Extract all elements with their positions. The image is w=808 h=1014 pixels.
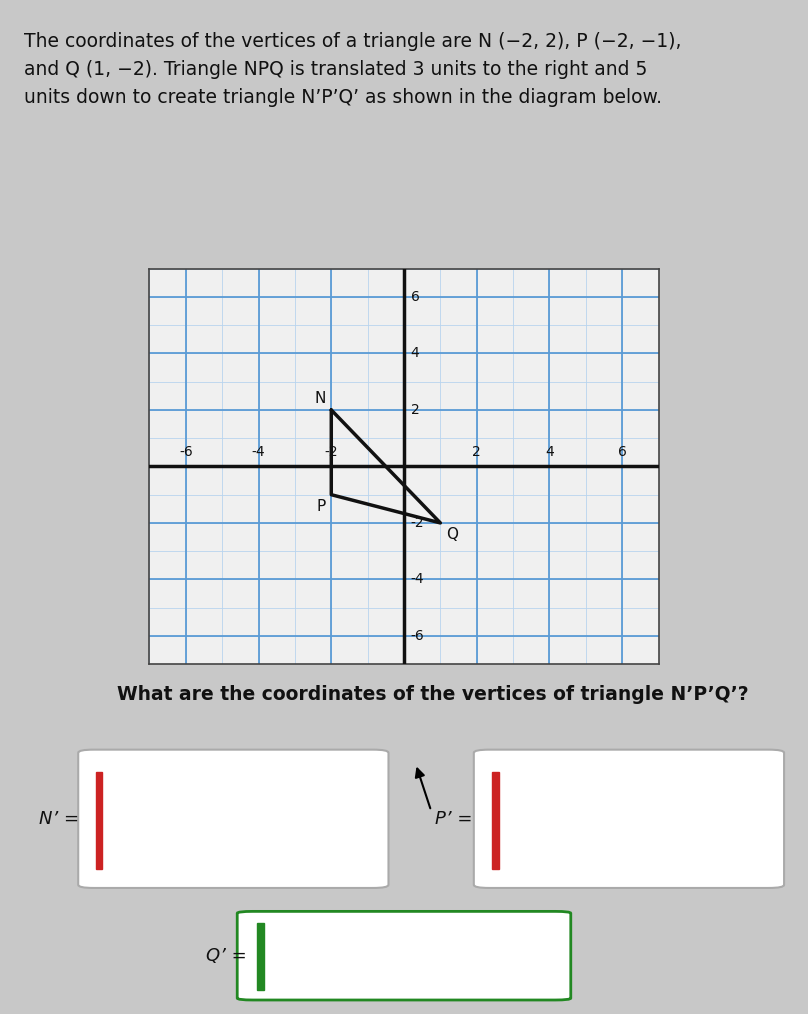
Text: 4: 4 [410,347,419,360]
FancyBboxPatch shape [78,749,389,888]
Text: -2: -2 [410,516,424,530]
Text: -4: -4 [252,445,265,459]
Bar [492,772,499,869]
FancyBboxPatch shape [473,749,784,888]
Text: Q: Q [446,527,458,542]
Text: -6: -6 [179,445,193,459]
Text: The coordinates of the vertices of a triangle are N (−2, 2), P (−2, −1),
and Q (: The coordinates of the vertices of a tri… [24,32,681,107]
Text: 2: 2 [473,445,481,459]
Text: -4: -4 [410,573,424,586]
Text: P’ =: P’ = [435,810,473,827]
Text: 6: 6 [410,290,419,304]
FancyBboxPatch shape [238,912,570,1000]
Bar [96,772,103,869]
Text: 6: 6 [618,445,626,459]
Text: 2: 2 [410,403,419,417]
Text: N’ =: N’ = [40,810,79,827]
Text: Q’ =: Q’ = [206,947,247,964]
Text: N: N [314,390,326,406]
Text: 4: 4 [545,445,553,459]
Bar [257,923,263,991]
Text: -6: -6 [410,629,424,643]
Text: -2: -2 [325,445,338,459]
Text: What are the coordinates of the vertices of triangle N’P’Q’?: What are the coordinates of the vertices… [117,685,749,704]
Text: P: P [317,499,326,514]
